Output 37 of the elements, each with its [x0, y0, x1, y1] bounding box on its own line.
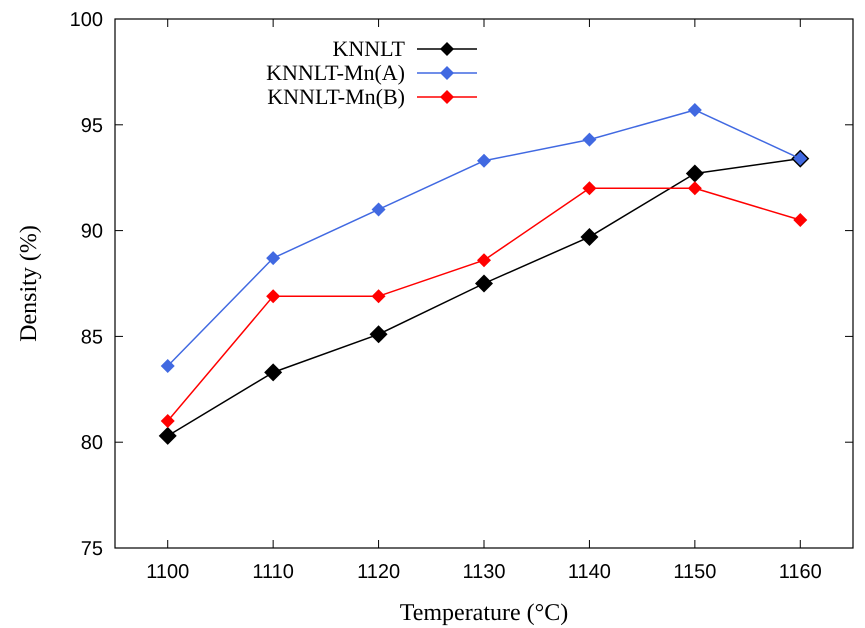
y-tick-label: 95: [80, 114, 103, 137]
point: [160, 414, 175, 428]
point: [160, 359, 175, 374]
point: [582, 181, 596, 196]
x-tick-label: 1160: [778, 561, 822, 583]
x-tick-label: 1100: [146, 561, 190, 583]
x-axis-title: Temperature (°C): [400, 600, 568, 626]
legend-label: KNNLT: [332, 36, 406, 61]
legend-label: KNNLT-Mn(B): [267, 84, 405, 109]
point: [688, 102, 702, 117]
y-tick-label: 90: [80, 220, 103, 243]
point: [370, 325, 388, 344]
point: [477, 253, 491, 268]
point: [372, 202, 386, 216]
x-tick-label: 1150: [673, 561, 716, 583]
x-tick-label: 1140: [568, 561, 611, 583]
point: [372, 289, 386, 304]
point: [158, 426, 177, 445]
x-tick-label: 1110: [252, 561, 294, 583]
point: [686, 164, 704, 182]
point: [580, 228, 598, 246]
y-tick-label: 85: [80, 326, 103, 348]
y-axis-title: Density (%): [16, 225, 42, 342]
y-tick-label: 80: [80, 432, 103, 454]
point: [688, 181, 702, 196]
y-tick-label: 100: [70, 9, 103, 31]
point: [266, 251, 280, 266]
point: [266, 289, 280, 304]
point: [264, 363, 282, 382]
x-tick-label: 1120: [357, 561, 400, 583]
point: [477, 154, 491, 168]
point: [475, 274, 493, 292]
x-tick-label: 1130: [462, 561, 506, 583]
point: [793, 213, 808, 228]
y-tick-label: 75: [80, 538, 103, 560]
legend-label: KNNLT-Mn(A): [266, 60, 405, 85]
point: [582, 132, 596, 147]
